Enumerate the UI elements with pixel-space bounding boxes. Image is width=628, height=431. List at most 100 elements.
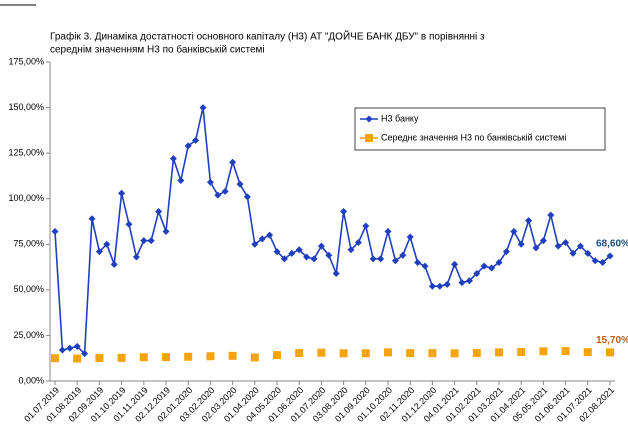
point	[139, 353, 148, 362]
point	[169, 155, 177, 163]
point	[465, 277, 473, 285]
point	[184, 142, 192, 150]
point	[436, 282, 444, 290]
point	[51, 354, 59, 363]
legend-marker	[365, 134, 373, 142]
point	[199, 104, 207, 112]
point	[221, 187, 229, 195]
point	[317, 348, 326, 357]
point	[184, 352, 193, 361]
point	[103, 240, 111, 248]
chart-title: Графік 3. Динаміка достатності основного…	[50, 30, 485, 43]
point	[583, 348, 592, 357]
point	[310, 255, 318, 263]
point	[406, 233, 414, 241]
point	[488, 264, 496, 272]
legend-box	[354, 107, 606, 151]
chart-title: середнім значенням Н3 по банківській сис…	[50, 44, 265, 56]
point	[510, 228, 518, 236]
point	[140, 237, 148, 245]
point	[266, 231, 274, 239]
point	[273, 351, 281, 360]
point	[443, 280, 451, 288]
point	[421, 262, 429, 270]
point	[125, 220, 133, 228]
point	[599, 259, 607, 267]
point	[58, 346, 66, 354]
y-tick-label: 125,00%	[8, 148, 44, 158]
point	[384, 228, 392, 236]
point	[451, 260, 459, 268]
point	[340, 207, 348, 215]
point	[110, 260, 118, 268]
point	[377, 255, 385, 263]
point	[495, 259, 503, 267]
point	[162, 228, 170, 236]
point	[472, 348, 481, 357]
point	[214, 191, 222, 199]
point	[117, 353, 126, 362]
point	[480, 262, 488, 270]
y-tick-label: 75,00%	[13, 239, 44, 249]
point	[73, 354, 82, 363]
point	[95, 248, 103, 256]
point	[243, 193, 251, 201]
point	[517, 240, 525, 248]
point	[236, 180, 244, 188]
y-tick-label: 175,00%	[8, 56, 44, 66]
series-line	[54, 107, 611, 356]
point	[539, 237, 547, 245]
point	[576, 242, 584, 250]
point	[295, 349, 304, 358]
point	[369, 255, 377, 263]
point	[584, 249, 592, 257]
point	[428, 349, 437, 358]
point	[354, 238, 362, 246]
point	[384, 348, 392, 357]
point	[428, 282, 436, 290]
point	[561, 347, 570, 356]
point	[414, 259, 422, 267]
y-tick-label: 100,00%	[8, 193, 44, 203]
point	[517, 348, 526, 357]
point	[591, 257, 599, 265]
point	[206, 352, 215, 361]
point	[303, 253, 311, 261]
point	[473, 269, 481, 277]
point	[606, 348, 614, 357]
point	[95, 354, 104, 363]
point	[458, 279, 466, 287]
point	[258, 235, 266, 243]
point	[339, 349, 348, 358]
point	[495, 348, 503, 357]
data-label: 68,60%	[596, 239, 628, 250]
point	[192, 136, 200, 144]
point	[332, 269, 340, 277]
point	[155, 207, 163, 215]
point	[569, 249, 577, 257]
point	[450, 349, 459, 358]
point	[206, 178, 214, 186]
point	[399, 251, 407, 259]
y-tick-label: 0,00%	[18, 375, 44, 385]
point	[177, 176, 185, 184]
point	[317, 242, 325, 250]
point	[547, 211, 555, 219]
data-label: 15,70%	[596, 335, 628, 346]
point	[88, 215, 96, 223]
point	[295, 246, 303, 254]
point	[532, 244, 540, 252]
point	[525, 217, 533, 225]
point	[250, 353, 259, 362]
point	[280, 255, 288, 263]
point	[229, 158, 237, 166]
legend-label: Н3 банку	[381, 113, 419, 123]
point	[81, 350, 89, 358]
point	[288, 249, 296, 257]
y-tick-label: 150,00%	[8, 102, 44, 112]
point	[118, 189, 126, 197]
point	[228, 351, 237, 360]
point	[147, 237, 155, 245]
point	[562, 238, 570, 246]
